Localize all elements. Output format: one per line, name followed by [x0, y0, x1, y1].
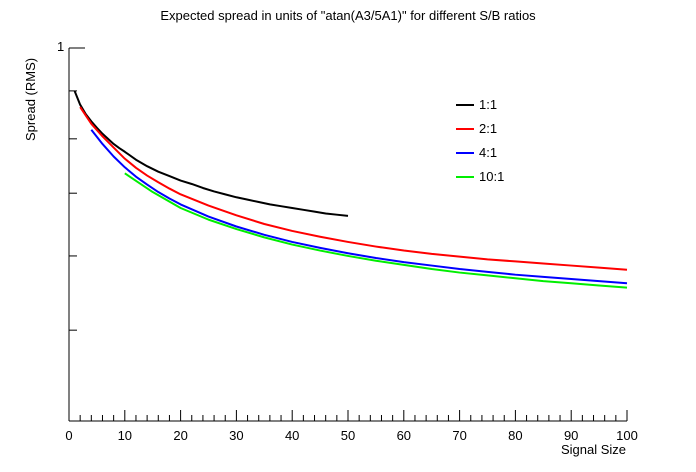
- y-tick-label-top: 1: [57, 39, 65, 54]
- x-tick-label: 60: [397, 428, 411, 443]
- legend-swatch-2: [456, 128, 474, 130]
- series-line-3: [90, 129, 628, 285]
- x-tick-label: 10: [118, 428, 132, 443]
- series-line-1: [73, 90, 349, 217]
- y-axis-label: Spread (RMS): [23, 57, 38, 141]
- legend-swatch-1: [456, 104, 474, 106]
- x-axis-label: Signal Size: [560, 442, 626, 457]
- legend-label-1: 1:1: [479, 97, 498, 112]
- legend-swatch-4: [456, 176, 474, 178]
- legend-label-3: 4:1: [479, 145, 498, 160]
- legend-label-4: 10:1: [479, 169, 505, 184]
- x-tick-label: 40: [285, 428, 299, 443]
- x-tick-label: 80: [508, 428, 522, 443]
- x-tick-label: 90: [564, 428, 578, 443]
- series-lines: [73, 90, 628, 289]
- series-line-2: [79, 106, 628, 271]
- legend-label-2: 2:1: [479, 121, 498, 136]
- x-tick-label: 100: [616, 428, 638, 443]
- chart-title: Expected spread in units of "atan(A3/5A1…: [160, 8, 536, 23]
- axes: 0 10 20 30 40 50 60 70 80 90 100: [65, 47, 638, 443]
- legend-swatch-3: [456, 152, 474, 154]
- x-tick-label: 0: [65, 428, 72, 443]
- series-line-4: [124, 172, 628, 289]
- x-tick-label: 70: [452, 428, 466, 443]
- x-tick-label: 30: [229, 428, 243, 443]
- x-tick-label: 50: [341, 428, 355, 443]
- x-tick-label: 20: [173, 428, 187, 443]
